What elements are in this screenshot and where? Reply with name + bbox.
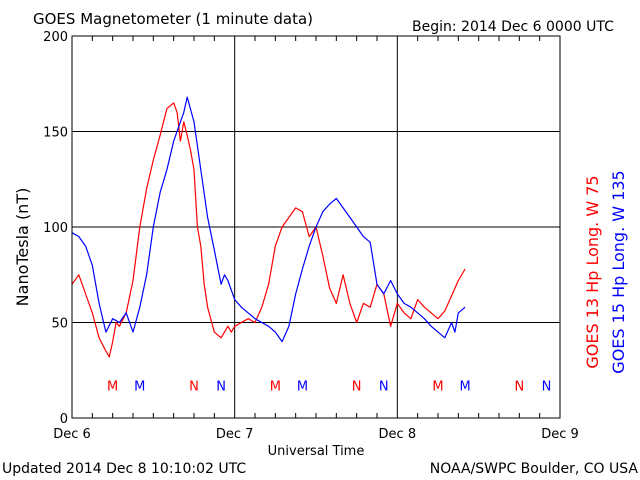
begin-label: Begin: 2014 Dec 6 0000 UTC: [412, 19, 614, 35]
orbit-marker-m: M: [432, 380, 443, 395]
orbit-marker-m: M: [460, 380, 471, 395]
x-tick-label: Dec 8: [379, 427, 417, 442]
orbit-marker-n: N: [189, 380, 199, 395]
source-label: NOAA/SWPC Boulder, CO USA: [430, 461, 639, 477]
y-tick-label: 0: [60, 412, 68, 427]
y-tick-label: 150: [43, 126, 68, 141]
legend-goes15: GOES 15 Hp Long. W 135: [609, 170, 628, 373]
tick-labels: 0 50 100 150 200 Dec 6 Dec 7 Dec 8 Dec 9: [43, 30, 579, 442]
series-lines: [71, 96, 466, 358]
y-axis-label: NanoTesla (nT): [13, 188, 32, 307]
series-line-goes15: [71, 96, 466, 343]
chart-title: GOES Magnetometer (1 minute data): [33, 10, 313, 28]
orbit-marker-n: N: [352, 380, 362, 395]
orbit-marker-n: N: [514, 380, 524, 395]
orbit-marker-m: M: [270, 380, 281, 395]
x-tick-label: Dec 6: [53, 427, 91, 442]
orbit-marker-m: M: [297, 380, 308, 395]
updated-label: Updated 2014 Dec 8 10:10:02 UTC: [2, 461, 246, 477]
y-tick-label: 200: [43, 30, 68, 45]
x-tick-label: Dec 7: [216, 427, 254, 442]
series-line-goes13: [71, 102, 466, 358]
y-tick-label: 100: [43, 221, 68, 236]
plot-frame: [71, 35, 561, 419]
x-axis-label: Universal Time: [268, 444, 365, 459]
orbit-marker-n: N: [379, 380, 389, 395]
legend-goes13: GOES 13 Hp Long. W 75: [583, 175, 602, 368]
x-tick-label: Dec 9: [541, 427, 579, 442]
orbit-marker-m: M: [134, 380, 145, 395]
orbit-marker-n: N: [542, 380, 552, 395]
orbit-marker-m: M: [107, 380, 118, 395]
y-tick-label: 50: [51, 317, 68, 332]
orbit-marker-n: N: [216, 380, 226, 395]
